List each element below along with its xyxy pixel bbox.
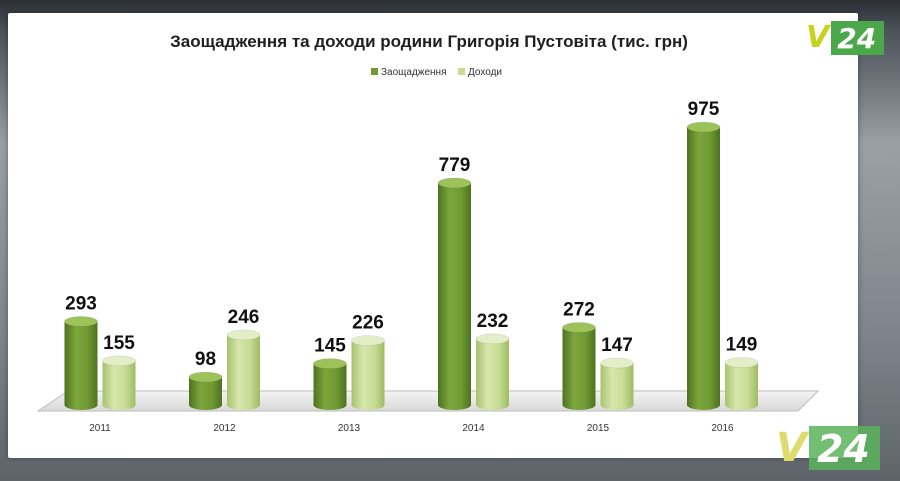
data-label-savings-2012: 98 (195, 349, 216, 370)
bar-top-savings-2011 (64, 316, 98, 327)
x-tick-2016: 2016 (711, 423, 734, 434)
bar-top-income-2016 (724, 357, 759, 368)
x-tick-2013: 2013 (338, 423, 361, 434)
legend-swatch-savings (371, 68, 378, 75)
bar-top-income-2015 (600, 357, 634, 369)
bar-savings-2011 (64, 321, 98, 410)
legend-label-savings: Заощадження (381, 67, 447, 78)
chart: Заощадження та доходи родини Григорія Пу… (36, 32, 820, 434)
bar-income-2011 (102, 360, 136, 410)
chart-slide: Заощадження та доходи родини Григорія Пу… (8, 13, 858, 458)
chart-title: Заощадження та доходи родини Григорія Пу… (170, 32, 688, 51)
bar-income-2012 (227, 334, 260, 410)
data-label-savings-2013: 145 (314, 336, 346, 357)
bar-top-savings-2013 (313, 358, 347, 369)
x-tick-2014: 2014 (462, 423, 485, 434)
x-tick-2012: 2012 (213, 423, 236, 434)
logo-letter: V (806, 20, 830, 55)
channel-logo-top: V 24 (806, 20, 885, 55)
data-label-income-2013: 226 (352, 313, 384, 334)
bar-savings-2014 (438, 182, 471, 410)
data-label-income-2011: 155 (103, 333, 135, 354)
data-label-income-2016: 149 (726, 335, 758, 356)
bar-savings-2015 (562, 327, 596, 410)
bar-top-savings-2016 (686, 121, 721, 133)
logo-letter: V (776, 425, 807, 471)
x-axis: 2011 2012 2013 2014 2015 2016 (89, 423, 734, 434)
logo-number: 24 (808, 426, 880, 470)
bar-top-income-2011 (102, 355, 136, 367)
legend: Заощадження Доходи (371, 67, 502, 78)
data-label-income-2012: 246 (228, 307, 260, 328)
data-labels-group: 293 155 98 246 145 226 779 232 272 147 975 149 (65, 99, 757, 370)
bar-income-2016 (725, 362, 758, 410)
bars-group (64, 121, 759, 410)
data-label-savings-2014: 779 (439, 155, 471, 176)
bar-savings-2013 (313, 363, 347, 410)
data-label-income-2014: 232 (477, 311, 509, 332)
data-label-savings-2016: 975 (688, 99, 720, 120)
bar-savings-2012 (189, 377, 222, 410)
bar-income-2014 (476, 338, 509, 410)
bar-top-income-2013 (351, 335, 385, 346)
bar-top-savings-2014 (437, 177, 472, 189)
legend-swatch-income (458, 68, 465, 75)
bar-income-2015 (600, 363, 634, 410)
channel-logo-watermark: V 24 (776, 425, 880, 471)
bar-savings-2016 (687, 127, 720, 410)
bar-income-2013 (351, 340, 385, 410)
data-label-savings-2015: 272 (563, 299, 595, 320)
data-label-savings-2011: 293 (65, 293, 97, 314)
x-tick-2015: 2015 (587, 423, 610, 434)
x-tick-2011: 2011 (89, 423, 111, 434)
legend-label-income: Доходи (468, 67, 502, 78)
data-label-income-2015: 147 (601, 335, 633, 356)
bar-top-savings-2015 (562, 322, 596, 333)
bar-top-income-2014 (475, 333, 510, 345)
bar-top-savings-2012 (188, 371, 223, 383)
logo-number: 24 (831, 20, 885, 55)
bar-top-income-2012 (226, 329, 261, 341)
